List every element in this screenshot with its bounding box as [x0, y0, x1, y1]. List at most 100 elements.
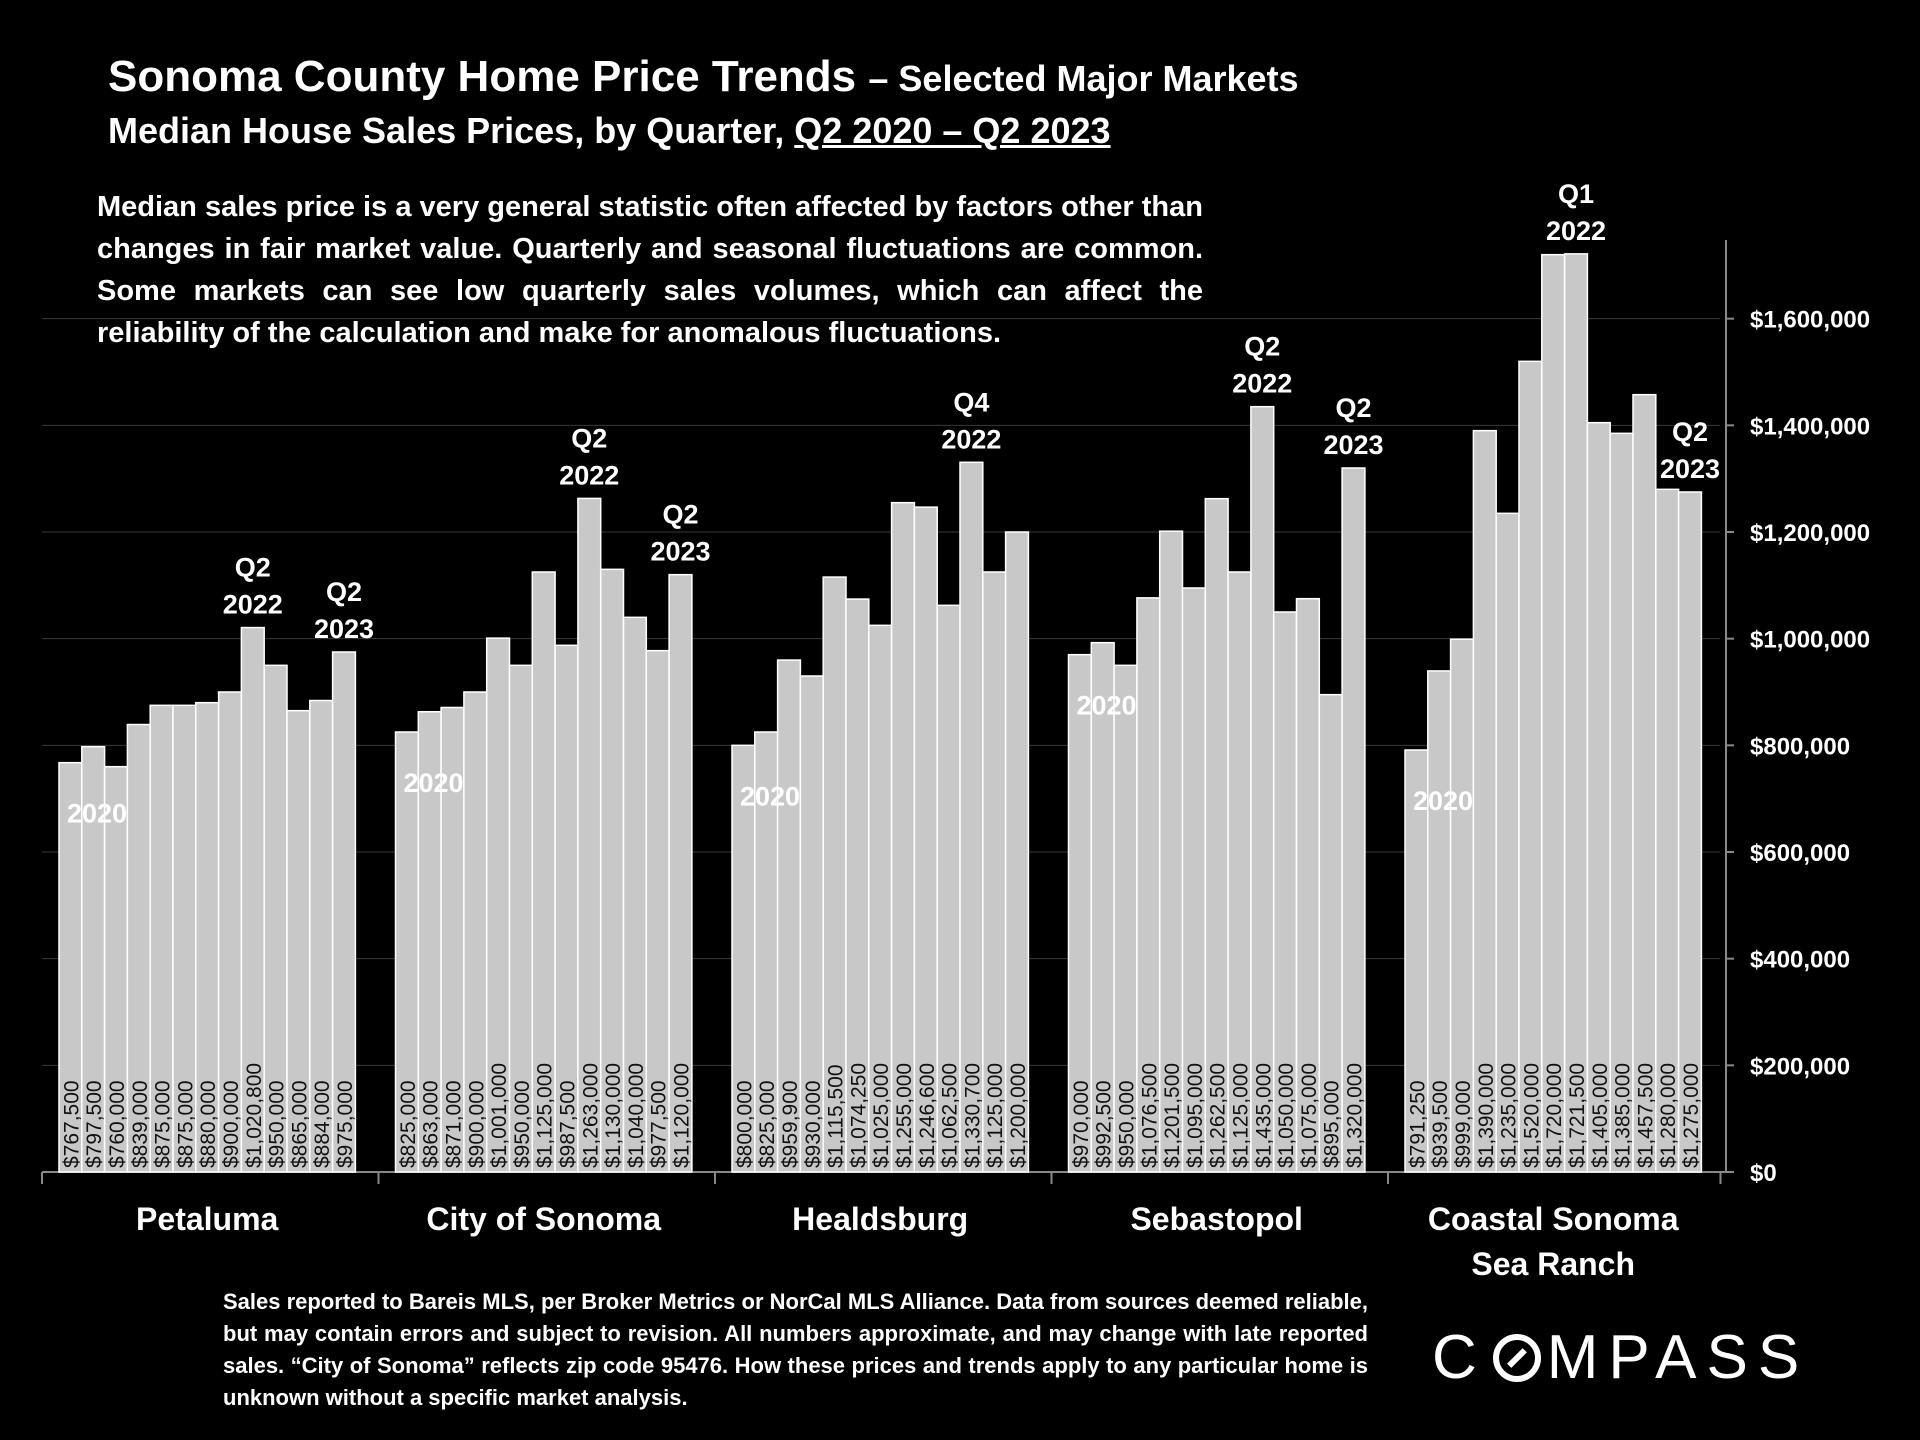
bar-annotation: 2023: [1323, 430, 1383, 460]
bar-annotation: 2023: [314, 614, 374, 644]
bar-value-label: $863,000: [420, 1080, 443, 1168]
category-label: Coastal Sonoma: [1428, 1201, 1679, 1237]
bar-value-label: $999,000: [1452, 1080, 1475, 1168]
bar: [1250, 405, 1275, 1173]
bar-value-label: $977,500: [648, 1080, 671, 1168]
bar-annotation: Q2: [571, 423, 607, 453]
bar-value-label: $1,330,700: [961, 1063, 984, 1168]
bar-value-label: $1,115,500: [825, 1064, 848, 1168]
bar-value-label: $1,320,000: [1344, 1063, 1367, 1168]
bar-value-label: $1,235,000: [1498, 1063, 1521, 1168]
bar-value-label: $992,500: [1093, 1080, 1116, 1168]
bar-value-label: $1,095,000: [1184, 1063, 1207, 1168]
bar-annotation: 2023: [1660, 454, 1720, 484]
bar-value-label: $760,000: [106, 1080, 129, 1168]
bar-value-label: $1,040,000: [625, 1063, 648, 1168]
bar-annotation: Q2: [235, 553, 271, 583]
category-label: Petaluma: [136, 1201, 278, 1237]
bar-value-label: $1,200,000: [1007, 1063, 1030, 1168]
bar-value-label: $970,000: [1070, 1080, 1093, 1168]
bar-value-label: $875,000: [174, 1080, 197, 1168]
bar: [1004, 531, 1030, 1173]
bar-value-label: $1,125,000: [984, 1063, 1007, 1168]
bar-value-label: $791,250: [1406, 1080, 1429, 1168]
bar-annotation: 2020: [1077, 691, 1137, 721]
bar: [668, 573, 693, 1173]
bar-annotation: 2022: [1546, 216, 1606, 246]
bar-value-label: $1,520,000: [1520, 1063, 1543, 1168]
bar: [1518, 360, 1543, 1173]
bar-value-label: $1,074,250: [847, 1063, 870, 1168]
bar-value-label: $930,000: [802, 1080, 825, 1168]
bar-annotation: Q4: [953, 387, 989, 417]
y-tick-label: $600,000: [1750, 840, 1850, 867]
logo-o-icon: [1492, 1333, 1541, 1382]
bar-value-label: $825,000: [397, 1080, 420, 1168]
bar-value-label: $1,280,000: [1657, 1063, 1680, 1168]
bar-value-label: $1,263,000: [579, 1063, 602, 1168]
bar-value-label: $1,435,000: [1252, 1063, 1275, 1168]
bar-annotation: 2023: [650, 537, 710, 567]
y-tick-label: $0: [1750, 1160, 1777, 1187]
bar-value-label: $767,500: [60, 1080, 83, 1168]
bar: [1472, 429, 1497, 1173]
bar-annotation: Q2: [1244, 332, 1280, 362]
chart-title: Sonoma County Home Price Trends – Select…: [108, 52, 1299, 102]
bar-value-label: $1,120,000: [671, 1063, 694, 1168]
bar-value-label: $959,900: [779, 1080, 802, 1168]
y-tick-label: $800,000: [1750, 733, 1850, 760]
y-tick-label: $1,200,000: [1750, 520, 1870, 547]
y-tick-label: $200,000: [1750, 1053, 1850, 1080]
bar-value-label: $987,500: [557, 1080, 580, 1168]
bar-annotation: 2020: [1413, 786, 1473, 816]
bar-value-label: $1,201,500: [1161, 1063, 1184, 1168]
bar-value-label: $1,125,000: [1230, 1063, 1253, 1168]
bar-value-label: $1,255,000: [893, 1063, 916, 1168]
bar-value-label: $950,000: [266, 1080, 289, 1168]
compass-logo: C MPASS: [1432, 1322, 1809, 1393]
y-tick-label: $400,000: [1750, 947, 1850, 974]
bar-value-label: $1,020,800: [243, 1063, 266, 1168]
bar-annotation: 2020: [740, 781, 800, 811]
bar-value-label: $797,500: [83, 1080, 106, 1168]
bar-value-label: $1,390,000: [1475, 1063, 1498, 1168]
bar-value-label: $871,000: [443, 1080, 466, 1168]
bar-value-label: $839,000: [129, 1080, 152, 1168]
bar-value-label: $1,405,000: [1589, 1063, 1612, 1168]
bar-value-label: $1,262,500: [1207, 1063, 1230, 1168]
bar-value-label: $1,125,000: [534, 1063, 557, 1168]
bar: [1677, 491, 1703, 1173]
bar: [1541, 253, 1566, 1173]
bar-value-label: $950,000: [1116, 1080, 1139, 1168]
title-suffix: – Selected Major Markets: [868, 58, 1299, 99]
bar-value-label: $1,001,000: [488, 1063, 511, 1168]
bar-value-label: $825,000: [756, 1080, 779, 1168]
bar-value-label: $1,130,000: [602, 1063, 625, 1168]
source-footer: Sales reported to Bareis MLS, per Broker…: [223, 1289, 1368, 1410]
bar-annotation: Q2: [326, 577, 362, 607]
bar-value-label: $975,000: [334, 1080, 357, 1168]
bar-value-label: $895,000: [1321, 1080, 1344, 1168]
bar-annotation: 2022: [223, 590, 283, 620]
bar-value-label: $1,076,500: [1138, 1063, 1161, 1168]
bar-value-label: $1,457,500: [1634, 1063, 1657, 1168]
y-tick-label: $1,600,000: [1750, 307, 1870, 334]
category-label-line2: Sea Ranch: [1471, 1246, 1635, 1282]
bar: [331, 651, 357, 1173]
subtitle-prefix: Median House Sales Prices, by Quarter,: [108, 110, 795, 151]
bar-value-label: $1,062,500: [939, 1063, 962, 1168]
bar-value-label: $1,025,000: [870, 1063, 893, 1168]
bar-annotation: 2022: [559, 460, 619, 490]
bar-value-label: $900,000: [465, 1080, 488, 1168]
y-tick-label: $1,000,000: [1750, 627, 1870, 654]
bar-annotation: Q2: [662, 500, 698, 530]
bar-value-label: $884,000: [311, 1080, 334, 1168]
bar-annotation: Q1: [1558, 179, 1594, 209]
subtitle-period: Q2 2020 – Q2 2023: [794, 110, 1111, 151]
bar-value-label: $939,500: [1429, 1080, 1452, 1168]
bar-annotation: 2020: [404, 768, 464, 798]
category-label: Healdsburg: [792, 1201, 968, 1237]
bar-value-label: $800,000: [733, 1080, 756, 1168]
disclaimer-note: Median sales price is a very general sta…: [97, 191, 1203, 349]
